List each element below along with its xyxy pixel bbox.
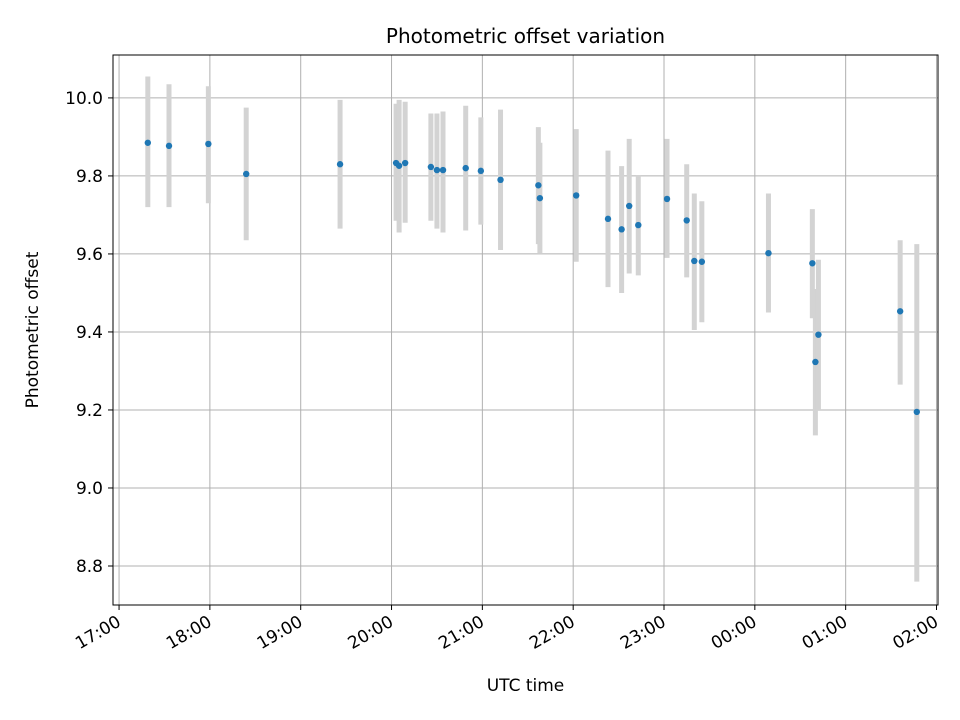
data-point xyxy=(427,163,435,171)
chart-title: Photometric offset variation xyxy=(386,24,665,48)
data-point xyxy=(165,142,173,150)
y-tick-label: 9.6 xyxy=(76,245,103,265)
data-point xyxy=(462,164,469,172)
data-point xyxy=(809,260,816,267)
data-point xyxy=(497,176,504,184)
data-point xyxy=(439,166,447,174)
data-point xyxy=(683,217,690,224)
data-point xyxy=(635,221,642,229)
data-point xyxy=(395,162,403,169)
y-axis-label: Photometric offset xyxy=(23,251,43,408)
y-tick-label: 8.8 xyxy=(76,557,103,577)
data-point xyxy=(618,226,625,233)
data-point xyxy=(604,215,612,223)
data-point xyxy=(896,308,904,315)
data-point xyxy=(913,408,921,416)
data-point xyxy=(336,161,344,168)
y-tick-label: 9.8 xyxy=(76,167,103,187)
data-point xyxy=(765,249,772,257)
data-point xyxy=(573,192,580,199)
y-tick-label: 9.2 xyxy=(76,401,103,421)
data-point xyxy=(812,358,819,366)
data-point xyxy=(535,182,542,189)
plot-area-frame xyxy=(112,54,939,606)
y-axis-ticks: 8.8 9.0 9.2 9.4 9.6 9.8 10.0 xyxy=(65,89,113,577)
data-points xyxy=(144,139,921,416)
data-point xyxy=(698,258,706,265)
data-point xyxy=(401,159,409,167)
x-axis-label: UTC time xyxy=(487,676,565,696)
data-point xyxy=(691,257,698,265)
data-point xyxy=(477,167,485,175)
data-point xyxy=(144,139,152,146)
y-tick-label: 9.0 xyxy=(76,479,103,499)
data-point xyxy=(663,195,671,203)
y-tick-label: 9.4 xyxy=(76,323,103,343)
data-point xyxy=(205,140,212,148)
data-point xyxy=(433,166,441,174)
data-point xyxy=(243,170,250,178)
data-point xyxy=(536,194,544,202)
y-tick-label: 10.0 xyxy=(65,89,103,109)
grid xyxy=(113,55,938,605)
data-point xyxy=(625,202,633,210)
data-point xyxy=(815,331,822,338)
